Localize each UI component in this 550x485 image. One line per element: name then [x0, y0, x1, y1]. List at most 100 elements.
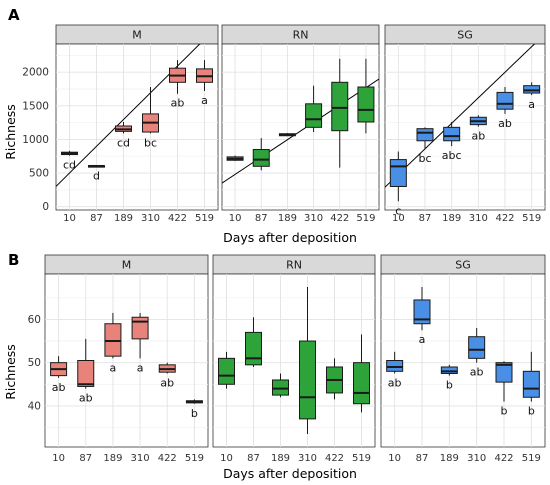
box-189: a: [104, 312, 122, 374]
significance-label: ab: [52, 381, 66, 394]
y-tick-label: 500: [29, 168, 49, 180]
facet-rn: RN 10 87 189 310 422 519: [221, 24, 380, 224]
significance-label: cd: [63, 159, 76, 172]
box-body: [389, 159, 407, 187]
box-body: [131, 316, 149, 340]
plot-area: [44, 273, 209, 448]
box-body: [386, 360, 404, 372]
box-87: [245, 317, 262, 367]
significance-label: cd: [117, 136, 130, 149]
box-body: [331, 81, 349, 132]
facet-strip-label: SG: [457, 29, 473, 42]
box-body: [523, 85, 541, 94]
significance-label: bc: [144, 136, 157, 149]
facet-strip-label: SG: [455, 259, 471, 272]
x-tick-label: 10: [220, 453, 233, 464]
box-519: [353, 334, 370, 413]
box-body: [77, 360, 95, 387]
box-body: [272, 379, 289, 396]
x-tick-label: 519: [522, 453, 541, 464]
box-189: cd: [115, 121, 132, 149]
plot-inner: [45, 274, 208, 447]
significance-label: ab: [498, 117, 512, 130]
y-tick-label: 40: [28, 400, 41, 412]
facet-strip-label: M: [132, 29, 142, 42]
box-body: [305, 103, 323, 128]
plot-inner: [222, 44, 379, 210]
x-tick-label: 310: [304, 213, 323, 224]
box-body: [104, 323, 122, 357]
panel-a: A Richness Days after deposition 0 500 100…: [3, 6, 546, 245]
x-tick-label: 10: [392, 213, 405, 224]
box-189: b: [440, 364, 458, 392]
box-10: c: [389, 151, 407, 217]
box-189: [272, 373, 289, 398]
box-87: [252, 138, 270, 171]
x-tick-label: 310: [131, 453, 150, 464]
panel-b: B Richness Days after deposition 40 50 60 M…: [3, 251, 546, 481]
box-body: [252, 149, 270, 167]
plot-area: [384, 43, 546, 211]
x-tick-label: 422: [494, 453, 513, 464]
significance-label: a: [201, 94, 208, 107]
box-87: ab: [77, 338, 95, 405]
plot-area: [55, 43, 219, 211]
x-tick-label: 87: [255, 213, 268, 224]
y-axis-title-a: Richness: [3, 104, 18, 160]
x-tick-label: 310: [298, 453, 317, 464]
x-tick-label: 87: [419, 213, 432, 224]
box-310: ab: [468, 328, 486, 379]
box-519: a: [196, 60, 213, 107]
box-10: [218, 351, 235, 389]
panel-letter-a: A: [8, 6, 20, 24]
x-tick-label: 87: [90, 213, 103, 224]
x-tick-label: 310: [467, 453, 486, 464]
box-body: [522, 370, 540, 398]
significance-label: a: [419, 333, 426, 346]
x-tick-label: 519: [185, 453, 204, 464]
x-tick-label: 310: [469, 213, 488, 224]
y-tick-label: 2000: [22, 67, 49, 79]
box-422: [326, 358, 343, 400]
trend-line: [56, 44, 201, 187]
box-519: b: [522, 351, 540, 418]
box-body: [443, 126, 461, 142]
box-10: cd: [61, 150, 78, 172]
box-310: ab: [469, 115, 487, 143]
box-422: [331, 58, 349, 168]
facets-a: 0 500 1000 1500 2000 Mcd d cd bc ab a 10 87 189 310 422…: [22, 24, 546, 224]
panel-letter-b: B: [8, 251, 19, 269]
box-422: b: [495, 361, 513, 418]
box-body: [495, 362, 513, 383]
box-87: a: [413, 286, 431, 346]
significance-label: a: [137, 361, 144, 374]
facet-strip-label: RN: [286, 259, 302, 272]
box-body: [245, 331, 262, 366]
significance-label: abc: [442, 149, 462, 162]
box-body: [468, 336, 486, 359]
x-tick-label: 519: [352, 453, 371, 464]
box-body: [357, 86, 375, 123]
significance-label: ab: [470, 366, 484, 379]
x-tick-label: 189: [114, 213, 133, 224]
x-tick-label: 189: [103, 453, 122, 464]
box-body: [496, 91, 514, 110]
box-519: b: [185, 399, 203, 420]
significance-label: a: [110, 361, 117, 374]
box-310: bc: [142, 87, 159, 149]
x-tick-label: 189: [440, 453, 459, 464]
x-tick-label: 10: [52, 453, 65, 464]
y-tick-label: 50: [28, 357, 41, 369]
box-422: ab: [158, 362, 176, 389]
x-tick-label: 519: [356, 213, 375, 224]
significance-label: ab: [79, 392, 93, 405]
box-519: a: [523, 82, 541, 111]
box-body: [218, 357, 235, 385]
trend-line: [385, 44, 536, 188]
significance-label: ab: [471, 130, 485, 143]
box-87: bc: [416, 127, 434, 165]
x-tick-label: 189: [442, 213, 461, 224]
x-tick-label: 422: [330, 213, 349, 224]
